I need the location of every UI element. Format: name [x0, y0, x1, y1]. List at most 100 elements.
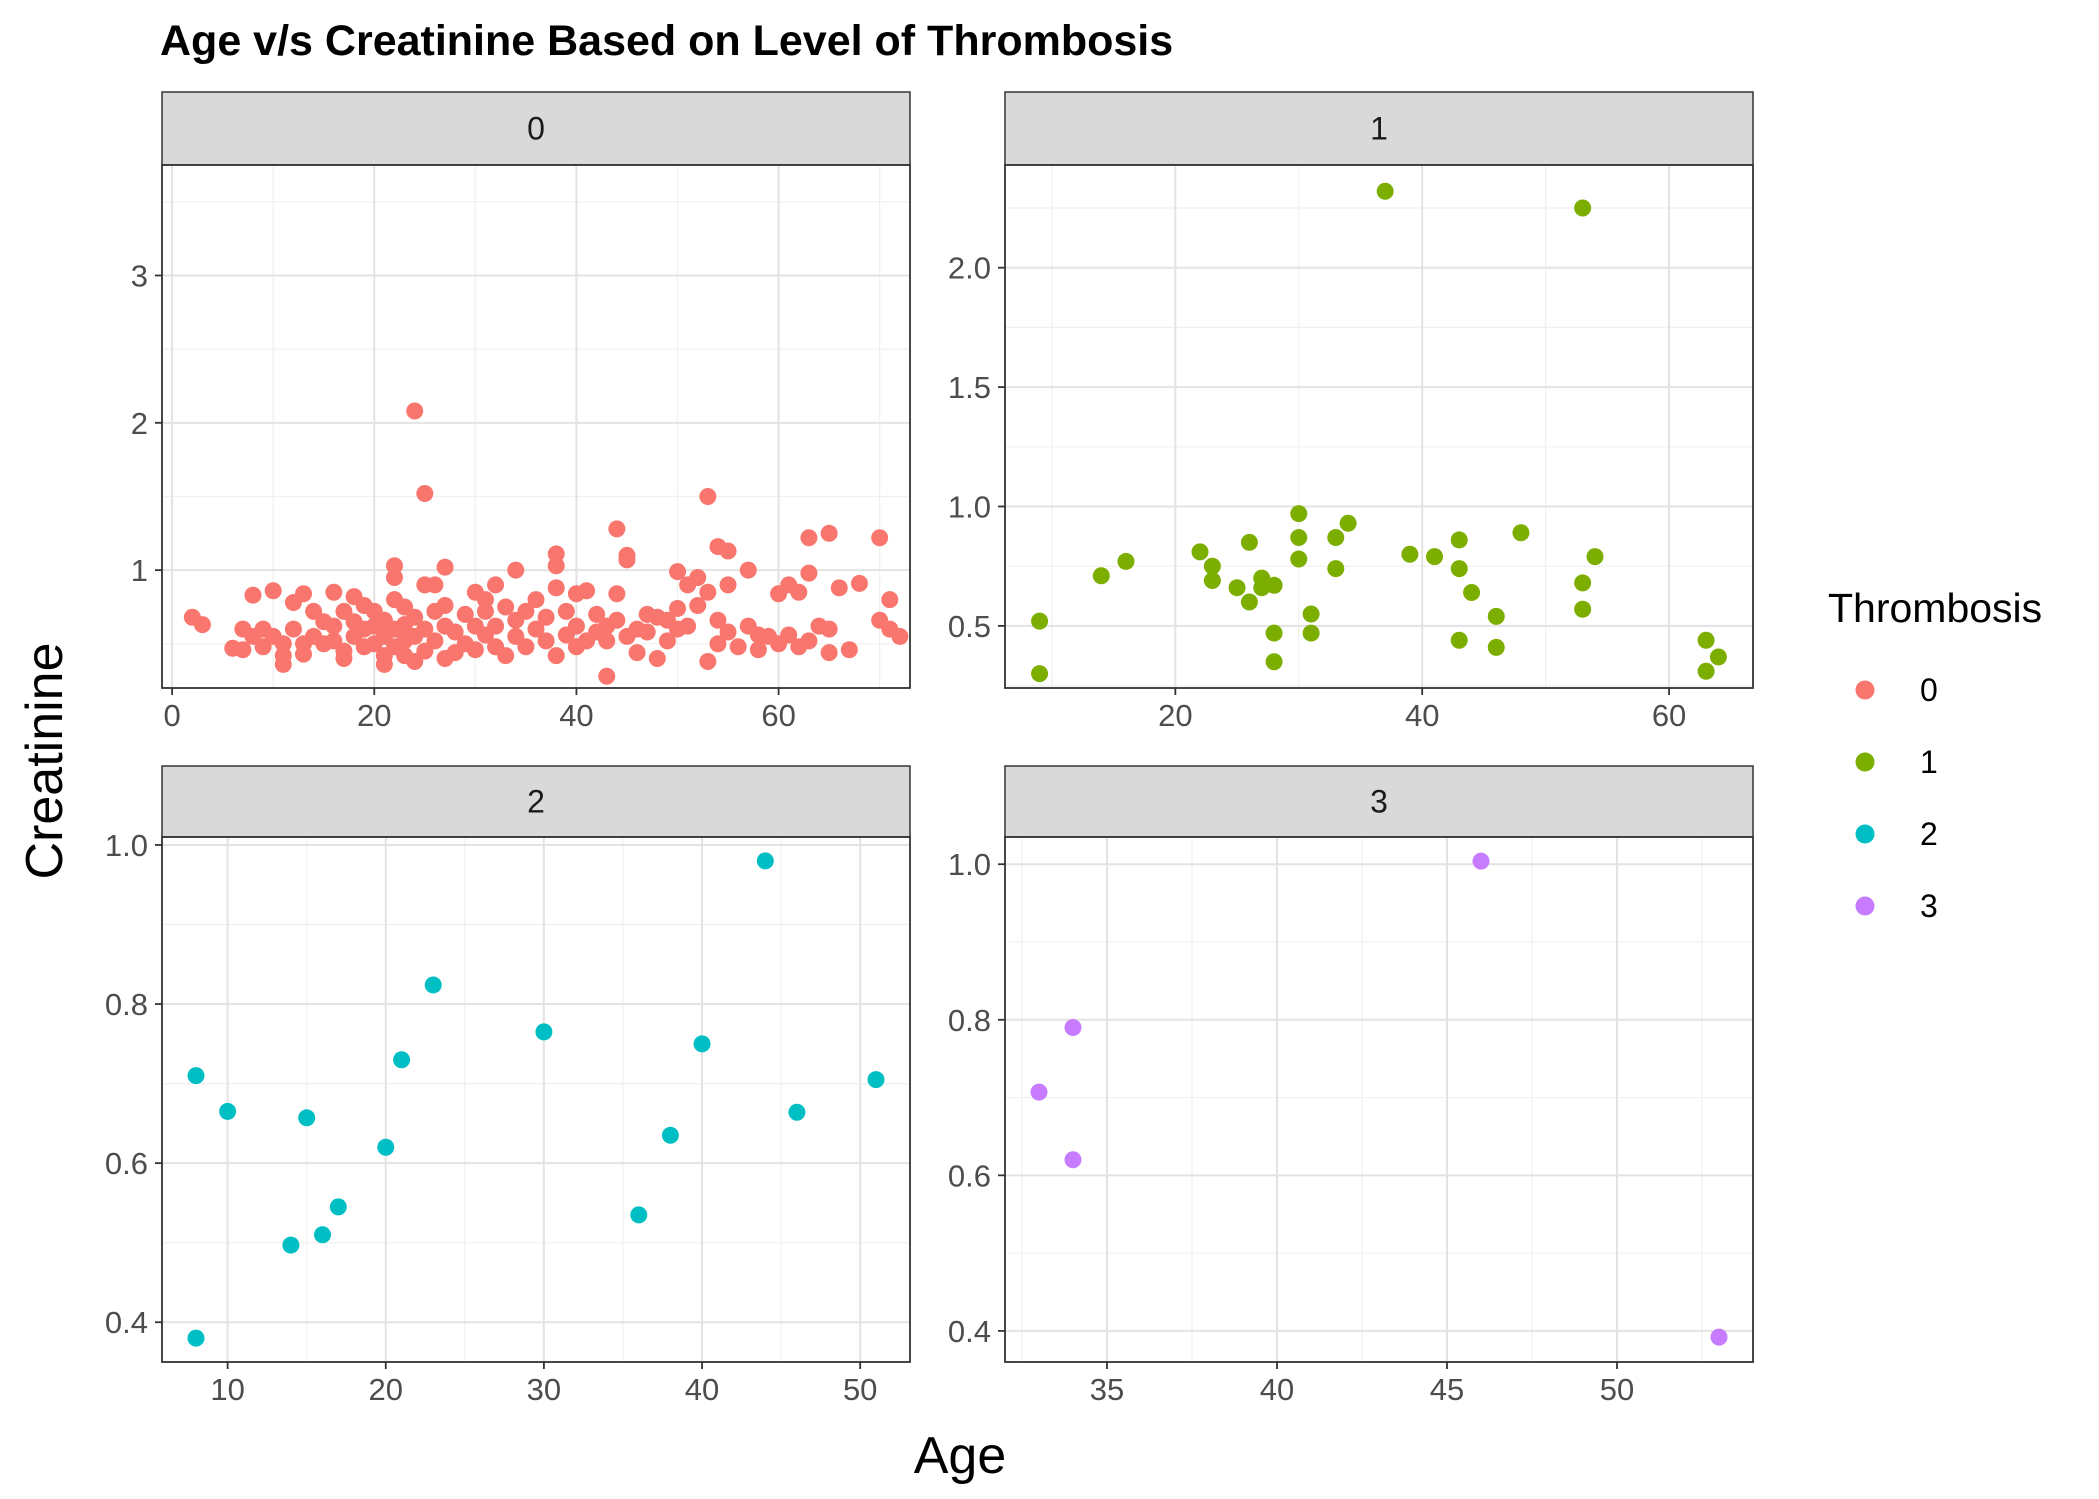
data-point — [1451, 560, 1468, 577]
data-point — [891, 628, 908, 645]
data-point — [757, 852, 774, 869]
data-point — [699, 488, 716, 505]
y-tick-label: 1 — [131, 553, 148, 588]
data-point — [1574, 601, 1591, 618]
data-point — [1093, 567, 1110, 584]
y-tick-label: 1.0 — [105, 828, 148, 863]
data-point — [1587, 548, 1604, 565]
y-tick-label: 0.4 — [948, 1314, 991, 1349]
x-tick-label: 10 — [210, 1372, 244, 1407]
data-point — [507, 562, 524, 579]
data-point — [881, 591, 898, 608]
data-point — [800, 529, 817, 546]
data-point — [335, 650, 352, 667]
y-tick-label: 0.6 — [105, 1146, 148, 1181]
data-point — [426, 632, 443, 649]
data-point — [467, 641, 484, 658]
y-tick-label: 2.0 — [948, 251, 991, 286]
data-point — [1065, 1151, 1082, 1168]
x-tick-label: 40 — [685, 1372, 719, 1407]
data-point — [699, 584, 716, 601]
data-point — [608, 585, 625, 602]
data-point — [730, 638, 747, 655]
data-point — [376, 656, 393, 673]
data-point — [662, 1127, 679, 1144]
data-point — [425, 976, 442, 993]
data-point — [1031, 1084, 1048, 1101]
data-point — [1266, 625, 1283, 642]
legend-key-1 — [1856, 753, 1875, 772]
legend-label: 0 — [1920, 672, 1938, 708]
data-point — [548, 579, 565, 596]
data-point — [630, 1206, 647, 1223]
data-point — [282, 1237, 299, 1254]
data-point — [1192, 543, 1209, 560]
x-axis-title: Age — [914, 1427, 1007, 1485]
data-point — [528, 591, 545, 608]
data-point — [608, 612, 625, 629]
legend-key-3 — [1856, 897, 1875, 916]
data-point — [1401, 546, 1418, 563]
y-tick-label: 0.6 — [948, 1158, 991, 1193]
data-point — [699, 653, 716, 670]
data-point — [1290, 529, 1307, 546]
legend-key-0 — [1856, 681, 1875, 700]
data-point — [649, 650, 666, 667]
data-point — [188, 1330, 205, 1347]
panel-background-3 — [1005, 837, 1753, 1362]
data-point — [1451, 531, 1468, 548]
data-point — [598, 668, 615, 685]
facet-strip-label: 2 — [527, 784, 545, 820]
y-tick-label: 0.4 — [105, 1305, 148, 1340]
data-point — [1426, 548, 1443, 565]
panel-background-0 — [162, 165, 910, 688]
y-tick-label: 0.8 — [105, 987, 148, 1022]
data-point — [694, 1035, 711, 1052]
data-point — [669, 600, 686, 617]
data-point — [517, 638, 534, 655]
data-point — [1031, 613, 1048, 630]
x-tick-label: 40 — [1405, 698, 1439, 733]
data-point — [578, 582, 595, 599]
data-point — [314, 1226, 331, 1243]
y-tick-label: 1.5 — [948, 370, 991, 405]
y-tick-label: 0.5 — [948, 609, 991, 644]
data-point — [831, 579, 848, 596]
x-tick-label: 0 — [163, 698, 180, 733]
data-point — [1229, 579, 1246, 596]
data-point — [1266, 577, 1283, 594]
data-point — [548, 647, 565, 664]
facet-strip-label: 3 — [1370, 784, 1388, 820]
data-point — [330, 1198, 347, 1215]
panel-background-2 — [162, 837, 910, 1362]
data-point — [608, 520, 625, 537]
data-point — [393, 1051, 410, 1068]
data-point — [377, 1139, 394, 1156]
data-point — [800, 565, 817, 582]
data-point — [788, 1104, 805, 1121]
data-point — [275, 656, 292, 673]
data-point — [1065, 1019, 1082, 1036]
panel-background-1 — [1005, 165, 1753, 688]
legend-label: 3 — [1920, 888, 1938, 924]
data-point — [1031, 665, 1048, 682]
data-point — [426, 576, 443, 593]
data-point — [1290, 505, 1307, 522]
data-point — [194, 616, 211, 633]
data-point — [538, 609, 555, 626]
x-tick-label: 30 — [527, 1372, 561, 1407]
data-point — [1463, 584, 1480, 601]
data-point — [1451, 632, 1468, 649]
data-point — [1377, 183, 1394, 200]
data-point — [1241, 594, 1258, 611]
data-point — [416, 485, 433, 502]
x-tick-label: 50 — [1600, 1372, 1634, 1407]
facet-strip-label: 1 — [1370, 111, 1388, 147]
data-point — [618, 551, 635, 568]
data-point — [639, 624, 656, 641]
data-point — [800, 632, 817, 649]
x-tick-label: 45 — [1430, 1372, 1464, 1407]
data-point — [325, 584, 342, 601]
data-point — [535, 1023, 552, 1040]
